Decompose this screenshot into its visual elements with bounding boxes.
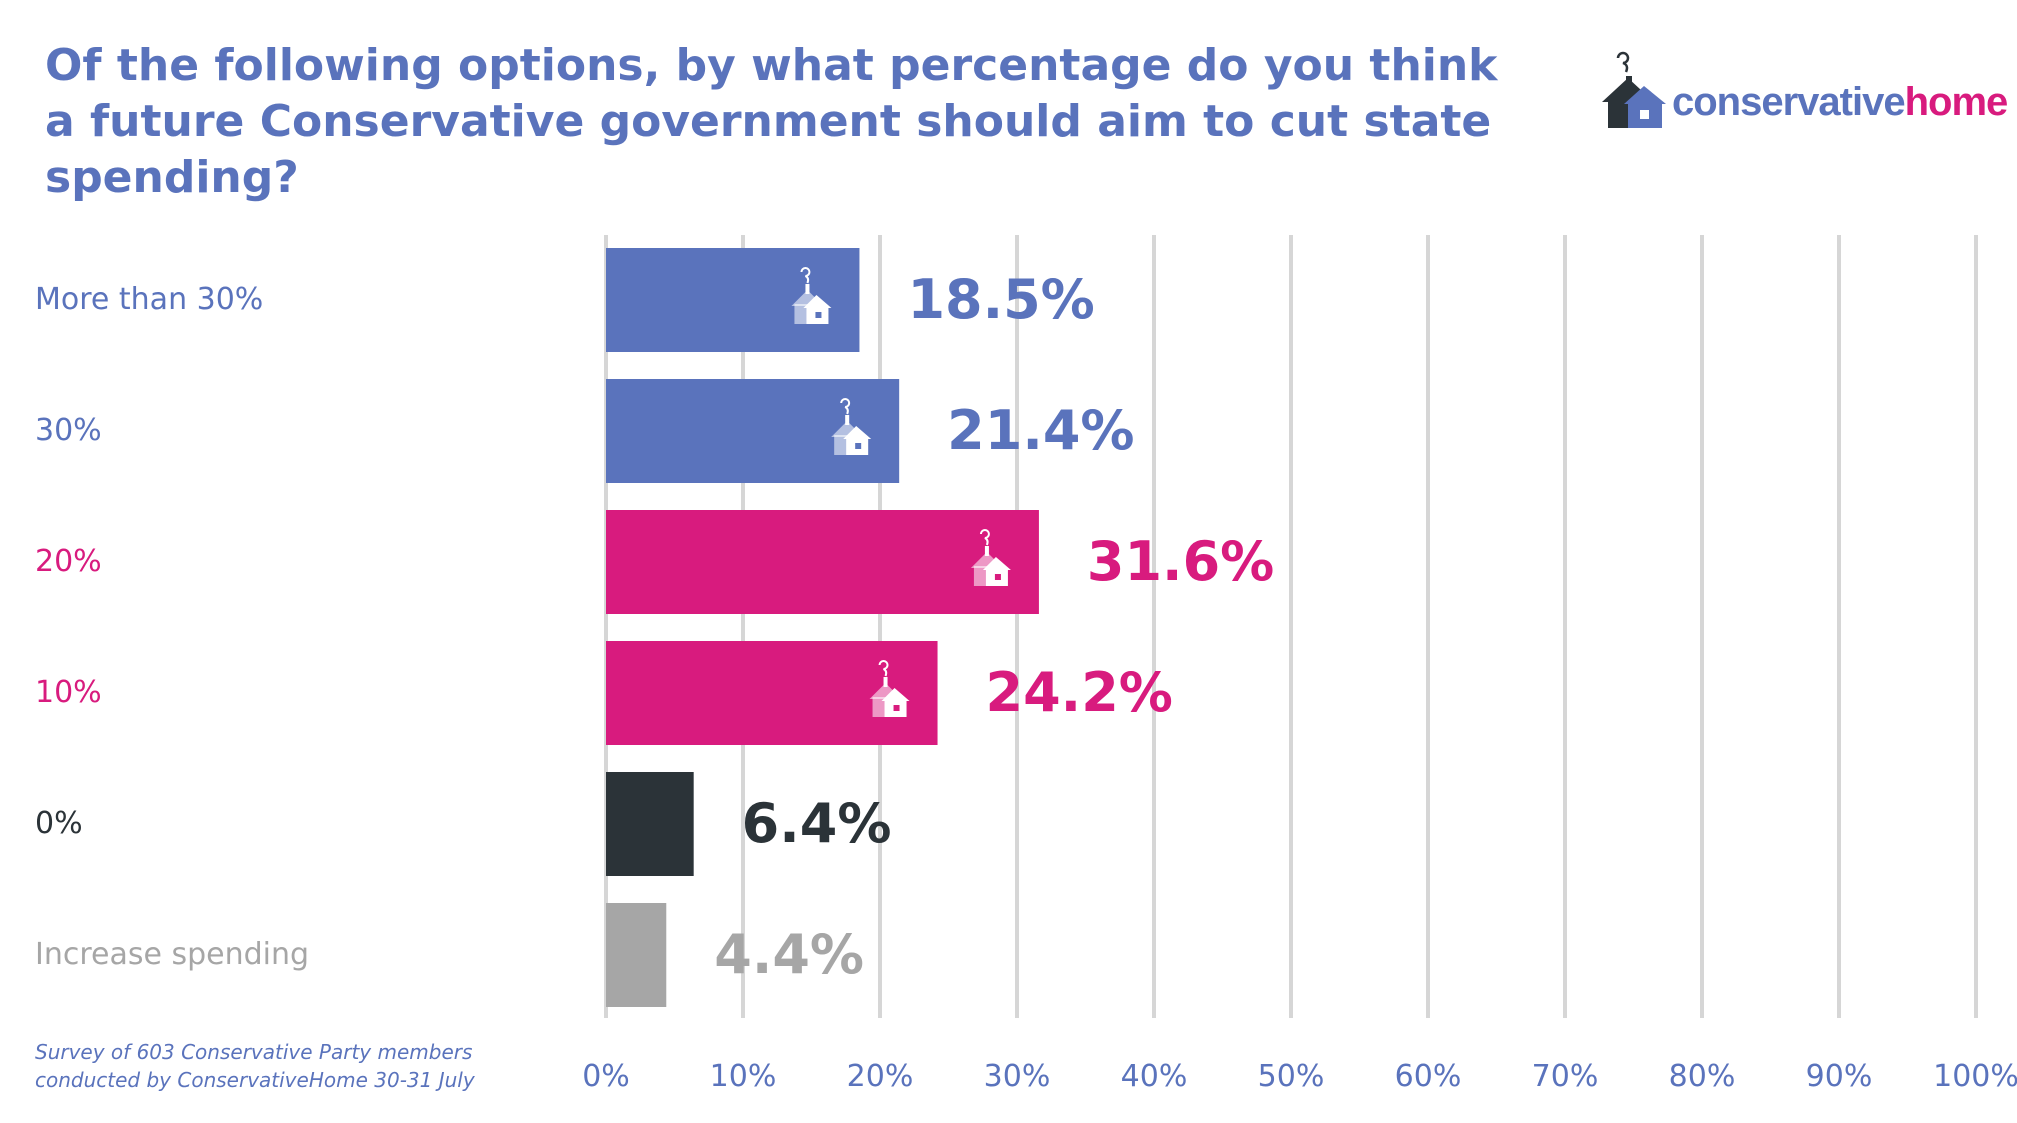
data-label: 21.4% <box>947 399 1134 462</box>
bar <box>606 510 1039 614</box>
x-tick-label: 60% <box>1395 1059 1462 1094</box>
category-label: 20% <box>35 544 102 579</box>
x-tick-label: 50% <box>1258 1059 1325 1094</box>
house-icon <box>831 398 872 455</box>
source-line-2: conducted by ConservativeHome 30-31 July <box>35 1068 475 1092</box>
source-note: Survey of 603 Conservative Party members… <box>35 1038 475 1094</box>
x-tick-label: 30% <box>984 1059 1051 1094</box>
x-tick-label: 10% <box>710 1059 777 1094</box>
logo-text-secondary: home <box>1904 80 2009 124</box>
category-label: 30% <box>35 413 102 448</box>
x-tick-label: 100% <box>1933 1059 2017 1094</box>
category-label: 10% <box>35 675 102 710</box>
category-label: More than 30% <box>35 282 264 317</box>
x-tick-label: 20% <box>847 1059 914 1094</box>
x-tick-label: 0% <box>582 1059 630 1094</box>
x-tick-label: 80% <box>1669 1059 1736 1094</box>
house-chimney-icon <box>1602 51 1666 128</box>
chart-title: Of the following options, by what percen… <box>45 40 1498 203</box>
house-icon <box>869 660 910 717</box>
data-label: 6.4% <box>742 792 892 855</box>
house-icon <box>791 267 832 324</box>
source-line-1: Survey of 603 Conservative Party members <box>35 1040 473 1064</box>
data-label: 18.5% <box>907 268 1094 331</box>
house-icon <box>970 529 1011 586</box>
data-label: 4.4% <box>714 923 864 986</box>
x-tick-label: 40% <box>1121 1059 1188 1094</box>
data-label: 24.2% <box>986 661 1173 724</box>
data-label: 31.6% <box>1087 530 1274 593</box>
category-label: Increase spending <box>35 937 310 972</box>
logo-text-primary: conservative <box>1672 80 1906 124</box>
x-tick-label: 90% <box>1806 1059 1873 1094</box>
category-label: 0% <box>35 806 83 841</box>
conservativehome-logo: conservativehome <box>1600 50 2008 140</box>
x-tick-label: 70% <box>1532 1059 1599 1094</box>
logo-wordmark: conservativehome <box>1672 80 2009 125</box>
bar <box>606 772 694 876</box>
bar <box>606 903 667 1007</box>
